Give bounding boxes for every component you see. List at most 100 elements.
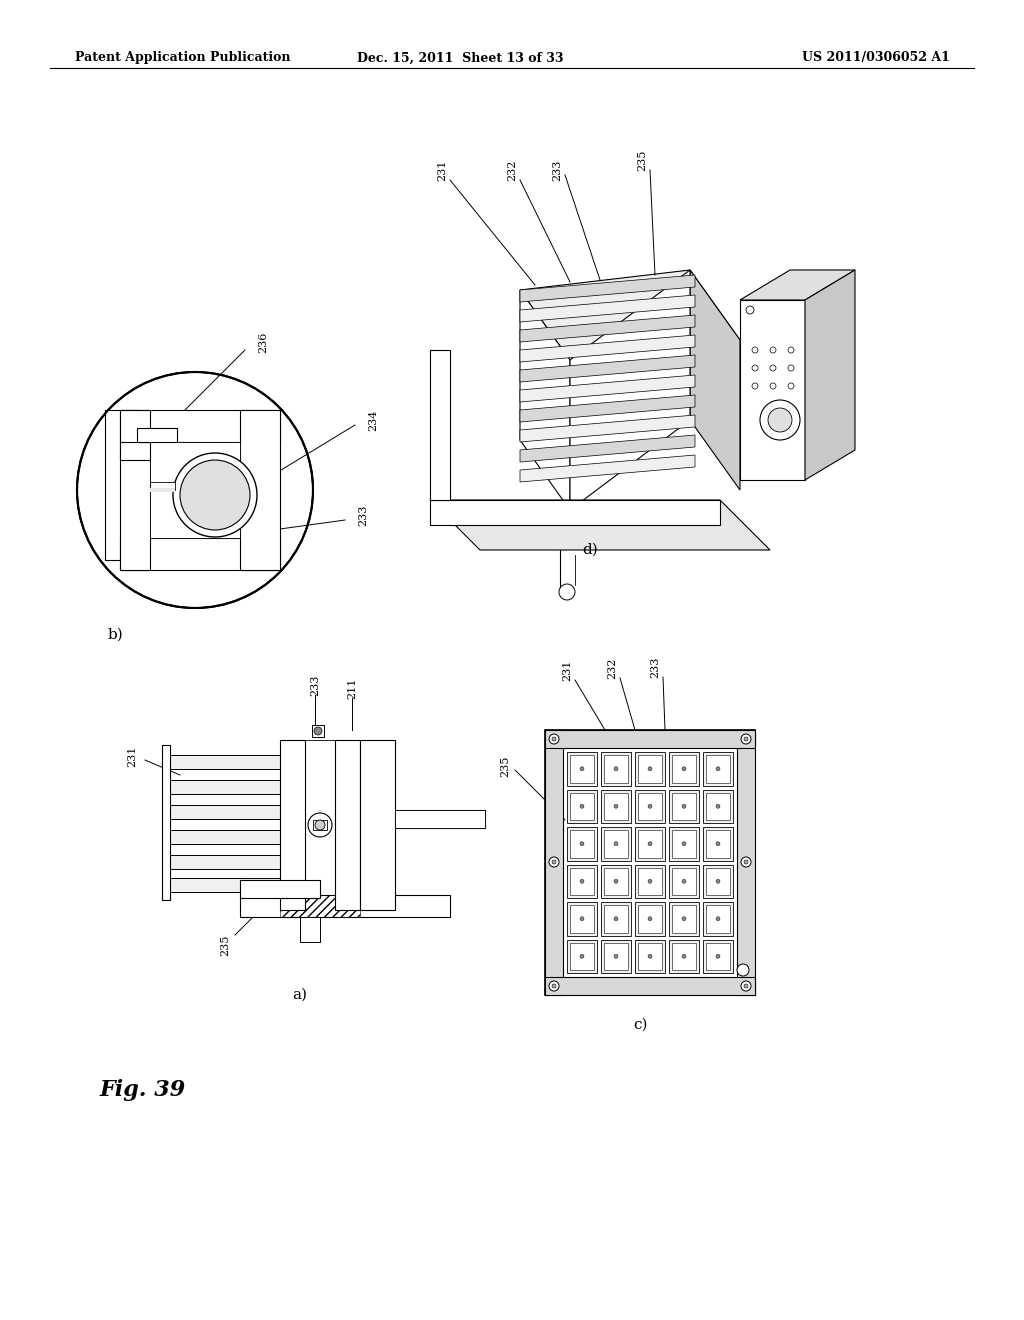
Circle shape (760, 400, 800, 440)
Circle shape (768, 408, 792, 432)
Circle shape (716, 917, 720, 921)
Polygon shape (520, 294, 695, 322)
Bar (706, 906, 730, 932)
Text: 232: 232 (507, 160, 517, 181)
Polygon shape (570, 271, 690, 510)
Circle shape (716, 767, 720, 771)
Text: 236: 236 (258, 331, 268, 352)
Bar (570, 867, 594, 895)
Circle shape (648, 917, 652, 921)
Circle shape (549, 981, 559, 991)
Bar (395, 810, 485, 828)
Bar (635, 940, 665, 973)
Bar (120, 442, 150, 459)
Bar (120, 411, 150, 570)
Bar (120, 411, 150, 570)
Text: 233: 233 (650, 656, 660, 677)
Circle shape (559, 583, 575, 601)
Polygon shape (520, 455, 695, 482)
Bar (638, 867, 662, 895)
Polygon shape (430, 500, 770, 550)
Bar (672, 867, 696, 895)
Circle shape (746, 306, 754, 314)
Text: 231: 231 (562, 659, 572, 681)
Bar (240, 895, 450, 917)
Circle shape (682, 954, 686, 958)
Bar (604, 755, 628, 783)
Bar (545, 730, 755, 995)
Circle shape (682, 767, 686, 771)
Circle shape (648, 767, 652, 771)
Bar (360, 741, 395, 909)
Circle shape (741, 734, 751, 744)
Text: 232: 232 (607, 657, 617, 678)
Bar (567, 752, 597, 785)
Bar (601, 902, 631, 936)
Polygon shape (520, 275, 695, 302)
Bar (150, 442, 240, 539)
Bar (601, 752, 631, 785)
Polygon shape (690, 271, 740, 490)
Circle shape (741, 857, 751, 867)
Circle shape (314, 727, 322, 735)
Bar (669, 752, 699, 785)
Circle shape (614, 767, 618, 771)
Bar (672, 830, 696, 858)
Circle shape (752, 383, 758, 389)
Bar (737, 730, 755, 995)
Circle shape (716, 879, 720, 883)
Bar (672, 755, 696, 783)
Bar (601, 865, 631, 898)
Polygon shape (520, 395, 695, 422)
Text: Fig. 39: Fig. 39 (100, 1078, 186, 1101)
Bar (280, 741, 305, 909)
Text: 233: 233 (310, 675, 319, 696)
Text: c): c) (633, 1018, 647, 1032)
Circle shape (580, 804, 584, 808)
Text: b): b) (108, 628, 123, 642)
Text: Dec. 15, 2011  Sheet 13 of 33: Dec. 15, 2011 Sheet 13 of 33 (356, 51, 563, 65)
Bar (638, 942, 662, 970)
Bar (300, 917, 319, 942)
Circle shape (580, 767, 584, 771)
Bar (567, 789, 597, 822)
Bar (570, 830, 594, 858)
Bar (601, 828, 631, 861)
Circle shape (315, 820, 325, 830)
Circle shape (788, 347, 794, 352)
Bar (669, 828, 699, 861)
Circle shape (308, 813, 332, 837)
Text: 235: 235 (500, 755, 510, 776)
Bar (703, 902, 733, 936)
Bar (669, 902, 699, 936)
Bar (120, 442, 150, 459)
Circle shape (614, 804, 618, 808)
Circle shape (716, 804, 720, 808)
Circle shape (648, 804, 652, 808)
Text: 233: 233 (358, 504, 368, 525)
Polygon shape (520, 436, 695, 462)
Bar (105, 411, 140, 560)
Circle shape (648, 842, 652, 846)
Bar (162, 744, 170, 900)
Bar (672, 792, 696, 820)
Circle shape (552, 737, 556, 741)
Circle shape (752, 347, 758, 352)
Bar (335, 741, 360, 909)
Bar (635, 789, 665, 822)
Circle shape (580, 842, 584, 846)
Circle shape (737, 964, 749, 975)
Polygon shape (520, 355, 695, 381)
Bar (313, 820, 327, 830)
Bar (120, 539, 280, 570)
Bar (638, 906, 662, 932)
Text: a): a) (293, 987, 307, 1002)
Bar (567, 940, 597, 973)
Bar (635, 865, 665, 898)
Circle shape (549, 734, 559, 744)
Circle shape (788, 366, 794, 371)
Circle shape (552, 861, 556, 865)
Bar (570, 792, 594, 820)
Bar (360, 741, 395, 909)
Circle shape (614, 842, 618, 846)
